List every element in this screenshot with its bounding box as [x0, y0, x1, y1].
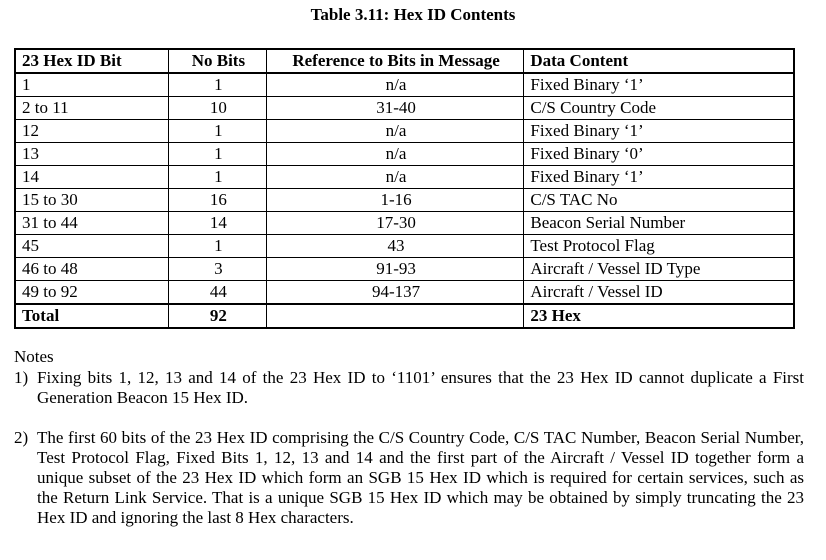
cell-reference-bits: 31-40	[265, 96, 525, 120]
notes-section: Notes 1) Fixing bits 1, 12, 13 and 14 of…	[14, 347, 804, 528]
cell-reference-bits: 94-137	[265, 280, 525, 305]
cell-hex-id-bit: 14	[14, 165, 170, 189]
cell-data-content: Fixed Binary ‘1’	[523, 119, 795, 143]
cell-data-content-total: 23 Hex	[523, 303, 795, 329]
cell-no-bits-total: 92	[168, 303, 267, 329]
cell-data-content: C/S Country Code	[523, 96, 795, 120]
table-row: 12 1 n/a Fixed Binary ‘1’	[14, 119, 795, 143]
cell-hex-id-bit: 46 to 48	[14, 257, 170, 281]
table-total-row: Total 92 23 Hex	[14, 303, 795, 329]
cell-data-content: Fixed Binary ‘1’	[523, 165, 795, 189]
cell-hex-id-bit: 13	[14, 142, 170, 166]
cell-reference-bits: 43	[265, 234, 525, 258]
cell-no-bits: 1	[168, 234, 267, 258]
cell-no-bits: 1	[168, 165, 267, 189]
cell-no-bits: 1	[168, 72, 267, 97]
table-row: 49 to 92 44 94-137 Aircraft / Vessel ID	[14, 280, 795, 305]
table-header-row: 23 Hex ID Bit No Bits Reference to Bits …	[14, 48, 795, 74]
note-item: 1) Fixing bits 1, 12, 13 and 14 of the 2…	[14, 368, 804, 408]
table-row: 15 to 30 16 1-16 C/S TAC No	[14, 188, 795, 212]
hex-id-contents-table: 23 Hex ID Bit No Bits Reference to Bits …	[14, 48, 795, 329]
note-number: 2)	[14, 428, 29, 447]
cell-reference-bits: 91-93	[265, 257, 525, 281]
note-text: Fixing bits 1, 12, 13 and 14 of the 23 H…	[37, 368, 804, 407]
cell-no-bits: 3	[168, 257, 267, 281]
cell-data-content: Aircraft / Vessel ID	[523, 280, 795, 305]
cell-reference-bits: n/a	[265, 72, 525, 97]
table-row: 31 to 44 14 17-30 Beacon Serial Number	[14, 211, 795, 235]
table-row: 14 1 n/a Fixed Binary ‘1’	[14, 165, 795, 189]
header-reference-bits: Reference to Bits in Message	[265, 48, 525, 74]
cell-hex-id-bit: 12	[14, 119, 170, 143]
cell-no-bits: 16	[168, 188, 267, 212]
table-row: 13 1 n/a Fixed Binary ‘0’	[14, 142, 795, 166]
header-data-content: Data Content	[523, 48, 795, 74]
cell-data-content: Fixed Binary ‘1’	[523, 72, 795, 97]
table-row: 46 to 48 3 91-93 Aircraft / Vessel ID Type	[14, 257, 795, 281]
cell-reference-bits: n/a	[265, 119, 525, 143]
cell-reference-bits-total	[265, 303, 525, 329]
cell-data-content: Beacon Serial Number	[523, 211, 795, 235]
cell-reference-bits: 17-30	[265, 211, 525, 235]
cell-hex-id-bit: 1	[14, 72, 170, 97]
cell-reference-bits: n/a	[265, 142, 525, 166]
table-caption: Table 3.11: Hex ID Contents	[310, 5, 516, 24]
cell-data-content: Fixed Binary ‘0’	[523, 142, 795, 166]
cell-hex-id-bit: 45	[14, 234, 170, 258]
cell-hex-id-bit: 49 to 92	[14, 280, 170, 305]
cell-hex-id-bit: 2 to 11	[14, 96, 170, 120]
table-row: 45 1 43 Test Protocol Flag	[14, 234, 795, 258]
cell-hex-id-bit: 31 to 44	[14, 211, 170, 235]
table-row: 1 1 n/a Fixed Binary ‘1’	[14, 72, 795, 97]
cell-no-bits: 44	[168, 280, 267, 305]
header-hex-id-bit: 23 Hex ID Bit	[14, 48, 170, 74]
cell-data-content: Test Protocol Flag	[523, 234, 795, 258]
cell-no-bits: 1	[168, 142, 267, 166]
note-number: 1)	[14, 368, 29, 387]
cell-hex-id-bit: 15 to 30	[14, 188, 170, 212]
note-item: 2) The first 60 bits of the 23 Hex ID co…	[14, 428, 804, 528]
note-text: The first 60 bits of the 23 Hex ID compr…	[37, 428, 804, 527]
table-row: 2 to 11 10 31-40 C/S Country Code	[14, 96, 795, 120]
cell-data-content: Aircraft / Vessel ID Type	[523, 257, 795, 281]
cell-no-bits: 10	[168, 96, 267, 120]
header-no-bits: No Bits	[168, 48, 267, 74]
cell-no-bits: 1	[168, 119, 267, 143]
cell-hex-id-bit-total: Total	[14, 303, 170, 329]
cell-reference-bits: 1-16	[265, 188, 525, 212]
cell-data-content: C/S TAC No	[523, 188, 795, 212]
table-body: 1 1 n/a Fixed Binary ‘1’ 2 to 11 10 31-40 C/S C…	[14, 72, 795, 329]
notes-title: Notes	[14, 347, 54, 366]
cell-reference-bits: n/a	[265, 165, 525, 189]
cell-no-bits: 14	[168, 211, 267, 235]
